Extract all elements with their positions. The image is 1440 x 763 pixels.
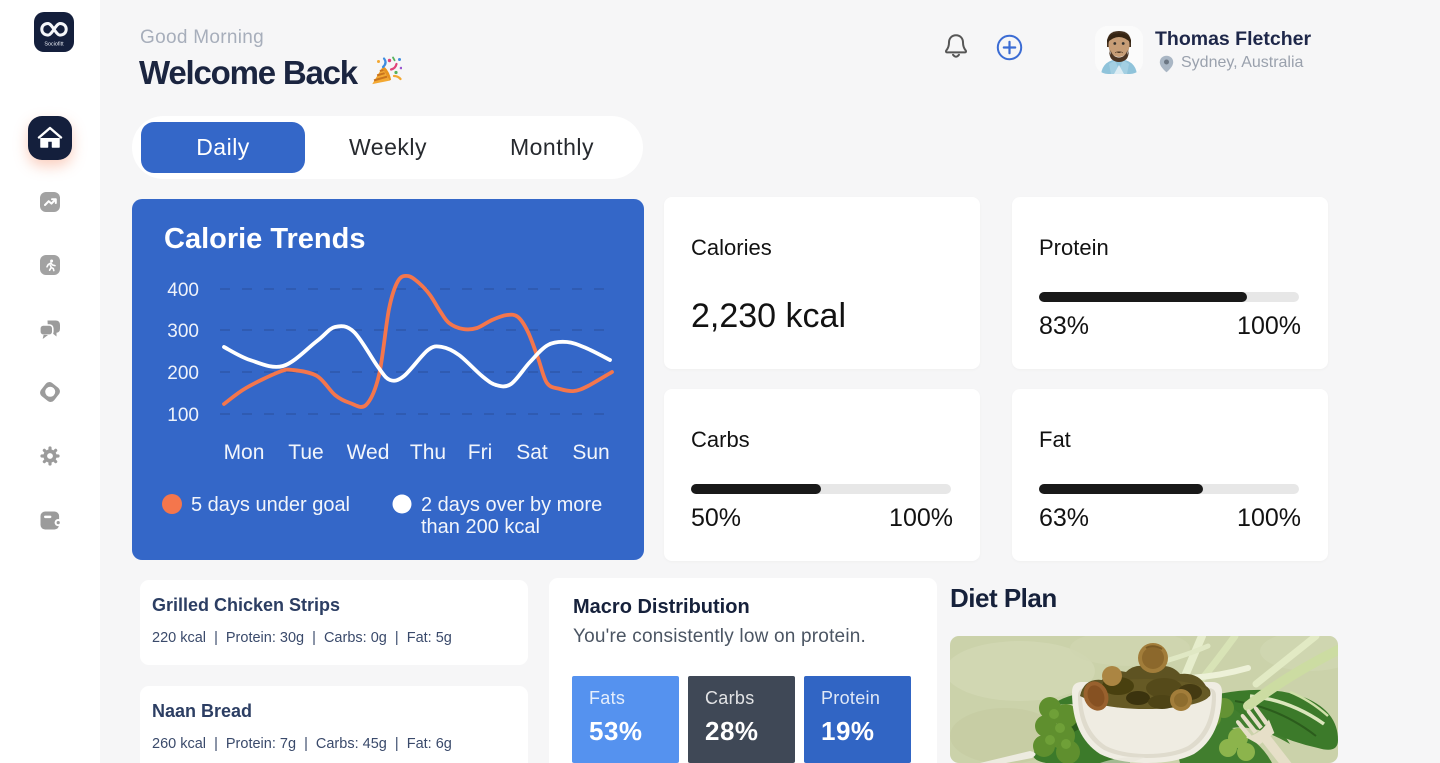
svg-text:5 days under goal: 5 days under goal [191,494,350,516]
svg-text:Tue: Tue [288,441,323,464]
svg-text:Calorie Trends: Calorie Trends [164,223,365,255]
svg-text:Thu: Thu [410,441,446,464]
svg-text:Sat: Sat [516,441,548,464]
svg-text:Sociofitt: Sociofitt [44,42,64,48]
svg-text:200: 200 [167,363,199,384]
svg-text:than 200 kcal: than 200 kcal [421,516,540,538]
svg-text:Wed: Wed [347,441,390,464]
svg-text:Fri: Fri [468,441,493,464]
svg-text:2 days over by more: 2 days over by more [421,494,602,516]
svg-text:400: 400 [167,280,199,301]
svg-text:Sun: Sun [572,441,609,464]
svg-text:100: 100 [167,405,199,426]
svg-text:Mon: Mon [224,441,265,464]
svg-text:300: 300 [167,321,199,342]
